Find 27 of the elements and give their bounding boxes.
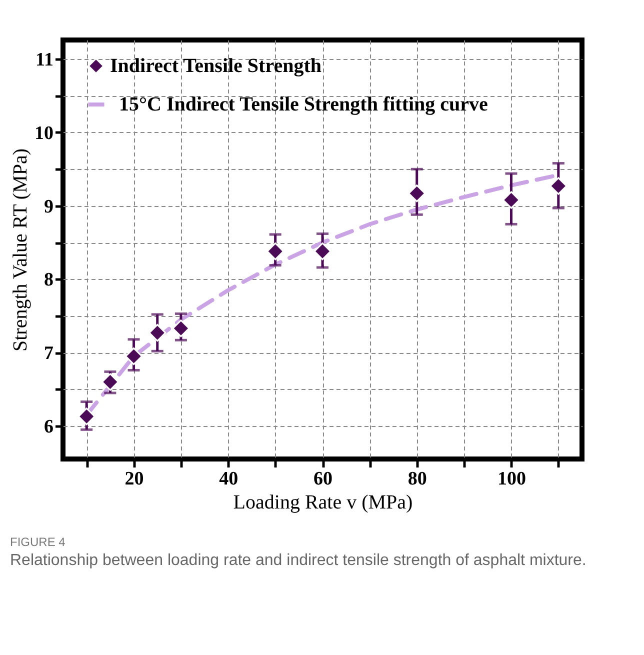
legend-label: 15°C Indirect Tensile Strength fitting curve bbox=[119, 94, 488, 116]
x-tick-label: 40 bbox=[219, 468, 238, 490]
caption: FIGURE 4 bbox=[10, 535, 66, 549]
x-axis-title: Loading Rate v (MPa) bbox=[233, 492, 413, 514]
point bbox=[266, 242, 284, 260]
x-tick-label: 60 bbox=[314, 468, 332, 490]
y-tick-label: 9 bbox=[44, 196, 54, 218]
point bbox=[148, 324, 166, 342]
y-tick-label: 7 bbox=[44, 343, 54, 364]
x-tick-label: 80 bbox=[408, 468, 427, 490]
x-tick-label: 20 bbox=[124, 468, 144, 490]
y-tick-label: 6 bbox=[44, 416, 54, 438]
point bbox=[101, 373, 119, 391]
y-axis-title: Strength Value RT (MPa) bbox=[10, 148, 32, 352]
legend-label: Indirect Tensile Strength bbox=[110, 55, 322, 77]
point bbox=[78, 408, 96, 426]
point bbox=[550, 177, 568, 195]
y-tick-label: 10 bbox=[34, 122, 54, 144]
text: Relationship between loading rate and indirect tensile strength of asphalt mixture. bbox=[10, 552, 586, 569]
point bbox=[124, 347, 143, 366]
point bbox=[172, 320, 190, 338]
point bbox=[408, 184, 426, 202]
point bbox=[314, 242, 332, 260]
y-tick-label: 11 bbox=[36, 50, 54, 71]
point bbox=[502, 191, 520, 209]
x-tick-label: 100 bbox=[497, 468, 526, 490]
y-tick-label: 8 bbox=[44, 270, 54, 291]
